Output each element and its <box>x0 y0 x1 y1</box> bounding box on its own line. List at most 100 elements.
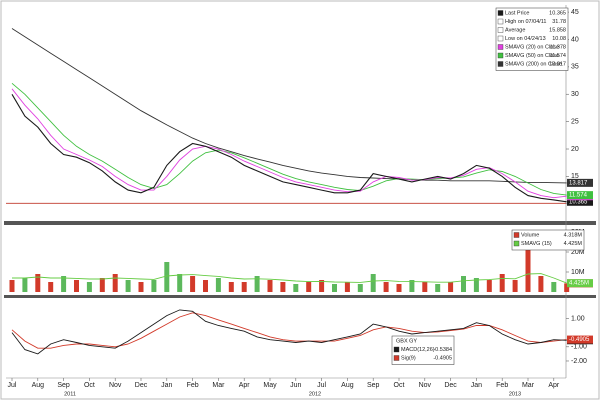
legend-box <box>511 229 585 251</box>
legend: Volume 4.318M SMAVG (15) 4.425M <box>511 229 585 251</box>
volume-bar <box>564 283 570 292</box>
volume-bar <box>86 282 92 292</box>
y-tick-label: 15 <box>571 173 579 180</box>
x-tick-label: Dec <box>135 382 148 389</box>
volume-bar <box>164 262 170 292</box>
volume-bar <box>332 284 337 292</box>
volume-bar <box>74 280 79 292</box>
volume-bar <box>306 282 312 292</box>
legend-swatch <box>513 240 520 247</box>
legend-swatch <box>497 35 504 42</box>
legend-value: 10.08 <box>552 36 566 42</box>
legend-value: 4.318M <box>564 232 583 238</box>
series-line <box>11 28 567 184</box>
legend-name: High on 07/04/11 <box>505 19 547 25</box>
volume-bar <box>215 278 221 292</box>
series-line <box>11 309 567 355</box>
legend-value: 13.817 <box>549 61 566 67</box>
legend-swatch <box>393 346 400 353</box>
last-value-tag: 11.574 <box>567 191 593 200</box>
y-tick-label: 45 <box>571 9 579 16</box>
legend-box <box>495 7 569 71</box>
volume-bar <box>435 284 441 292</box>
series-line <box>11 312 567 349</box>
x-tick-label: Jan <box>471 382 482 389</box>
volume-bar <box>267 280 273 292</box>
y-tick-label: -2.00 <box>571 358 587 365</box>
last-value-tag: 4.425M <box>567 279 593 288</box>
legend-name: SMAVG (15) <box>521 241 552 247</box>
volume-bar <box>241 282 247 292</box>
y-tick-label: 30 <box>571 91 579 98</box>
x-tick-label: Apr <box>548 382 560 389</box>
volume-bar <box>525 238 531 292</box>
y-tick-label: 10M <box>571 269 585 276</box>
separator <box>4 295 596 298</box>
y-tick-label: 20 <box>571 146 579 153</box>
volume-bar <box>512 280 518 292</box>
legend-name: SMAVG (200) on Close <box>505 61 562 67</box>
volume-bar <box>48 282 54 292</box>
volume-bar <box>125 280 131 292</box>
legend-swatch <box>497 27 504 33</box>
volume-bar <box>22 278 28 292</box>
volume-bar <box>538 276 544 292</box>
last-value-box <box>567 191 593 200</box>
last-value-label: 13.817 <box>569 180 588 186</box>
volume-bar <box>461 276 466 292</box>
volume-bar <box>190 276 196 292</box>
legend-swatch <box>497 10 504 16</box>
x-tick-label: Jan <box>161 382 172 389</box>
x-tick-label: Nov <box>109 382 122 389</box>
legend-swatch <box>497 44 504 50</box>
legend-name: SMAVG (50) on Close <box>505 53 559 59</box>
year-label: 2011 <box>64 391 76 397</box>
legend-swatch <box>393 355 400 361</box>
last-value-box <box>567 279 593 288</box>
x-tick-label: Sep <box>57 382 70 389</box>
legend-value: 15.858 <box>549 27 566 33</box>
x-tick-label: Jul <box>317 382 326 389</box>
legend-name: Last Price <box>505 10 529 16</box>
series-line <box>11 82 567 196</box>
x-tick-label: Mar <box>212 382 225 389</box>
x-tick-label: Nov <box>419 382 432 389</box>
volume-bar <box>396 284 402 292</box>
volume-bar <box>151 280 157 292</box>
x-tick-label: Jul <box>8 382 17 389</box>
last-value-label: 4.425M <box>569 281 589 287</box>
volume-bar <box>319 280 325 292</box>
volume-bar <box>280 282 286 292</box>
volume-bar <box>203 280 208 292</box>
legend-name: Volume <box>521 232 539 238</box>
volume-bar <box>99 278 105 292</box>
x-tick-label: Sep <box>367 382 380 389</box>
y-tick-label: -1.00 <box>571 344 587 351</box>
legend-value: 11.378 <box>550 44 566 50</box>
last-value-label: -0.4905 <box>569 337 590 343</box>
series-line <box>12 273 567 284</box>
legend-value: 10.365 <box>549 10 566 16</box>
volume-bar <box>383 282 389 292</box>
volume-bar <box>551 282 557 292</box>
volume-bar <box>254 276 260 292</box>
volume-bar <box>177 274 183 292</box>
x-tick-label: Dec <box>444 382 457 389</box>
volume-bar <box>344 282 350 292</box>
x-tick-label: Feb <box>496 382 508 389</box>
legend-name: Sig(9) <box>401 355 416 361</box>
legend-name: MACD(12,26) <box>401 347 435 353</box>
x-tick-label: Mar <box>522 382 535 389</box>
x-tick-label: Feb <box>187 382 199 389</box>
volume-bar <box>112 274 118 292</box>
volume-bar <box>9 280 15 292</box>
last-value-box <box>567 335 593 344</box>
volume-bar <box>473 278 479 292</box>
legend-value: 31.78 <box>552 19 566 25</box>
legend-name: SMAVG (20) on Close <box>505 44 559 50</box>
y-tick-label: 25 <box>571 118 579 125</box>
legend-name: Low on 04/24/13 <box>505 36 546 42</box>
volume-bar <box>448 282 454 292</box>
volume-bar <box>35 274 41 292</box>
legend-value: 4.425M <box>564 241 583 247</box>
